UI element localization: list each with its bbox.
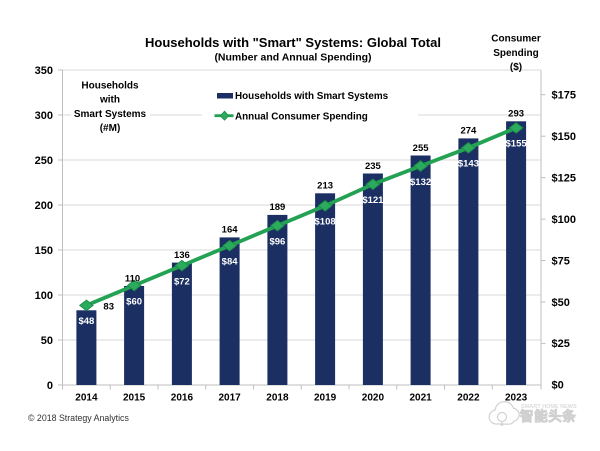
svg-text:$100: $100: [552, 214, 576, 226]
svg-text:$121: $121: [362, 195, 384, 206]
svg-text:300: 300: [35, 110, 53, 122]
svg-text:250: 250: [35, 155, 53, 167]
svg-text:© 2018 Strategy Analytics: © 2018 Strategy Analytics: [28, 413, 129, 423]
svg-text:$108: $108: [315, 217, 336, 228]
svg-text:2016: 2016: [171, 393, 194, 404]
svg-text:$175: $175: [552, 90, 576, 102]
svg-text:Annual Consumer Spending: Annual Consumer Spending: [235, 111, 368, 122]
svg-text:255: 255: [413, 143, 430, 154]
svg-text:$50: $50: [552, 297, 570, 309]
svg-text:$75: $75: [552, 255, 570, 267]
svg-text:2015: 2015: [123, 393, 146, 404]
svg-text:200: 200: [35, 200, 53, 212]
svg-text:293: 293: [508, 109, 524, 120]
svg-text:$132: $132: [410, 177, 431, 188]
svg-text:2014: 2014: [75, 393, 98, 404]
svg-text:164: 164: [222, 225, 239, 236]
svg-text:189: 189: [269, 202, 285, 213]
svg-text:136: 136: [174, 250, 190, 261]
svg-text:$48: $48: [78, 316, 94, 327]
svg-text:($): ($): [510, 62, 522, 73]
svg-text:83: 83: [103, 302, 114, 313]
svg-text:2019: 2019: [314, 393, 337, 404]
svg-text:0: 0: [47, 380, 53, 392]
svg-text:$84: $84: [222, 257, 239, 268]
svg-text:100: 100: [35, 290, 53, 302]
svg-text:2023: 2023: [505, 393, 528, 404]
svg-text:2021: 2021: [409, 393, 432, 404]
svg-text:$72: $72: [174, 276, 190, 287]
svg-text:$150: $150: [552, 131, 576, 143]
svg-text:Households: Households: [81, 81, 139, 92]
svg-text:235: 235: [365, 161, 382, 172]
svg-text:Consumer: Consumer: [491, 34, 541, 45]
svg-text:$155: $155: [506, 139, 528, 150]
svg-text:2022: 2022: [457, 393, 480, 404]
svg-text:150: 150: [35, 245, 53, 257]
svg-text:2017: 2017: [218, 393, 241, 404]
svg-text:智能头条: 智能头条: [520, 408, 576, 424]
svg-text:(#M): (#M): [100, 123, 121, 134]
svg-text:Smart Systems: Smart Systems: [74, 109, 147, 120]
svg-text:50: 50: [41, 335, 53, 347]
svg-text:2020: 2020: [362, 393, 385, 404]
svg-text:350: 350: [35, 65, 53, 77]
svg-text:SMART HOME NEWS: SMART HOME NEWS: [521, 404, 577, 410]
svg-text:213: 213: [317, 181, 333, 192]
svg-text:$25: $25: [552, 338, 570, 350]
svg-text:(Number and Annual Spending): (Number and Annual Spending): [214, 52, 371, 64]
svg-text:110: 110: [125, 273, 140, 284]
svg-text:2018: 2018: [266, 393, 289, 404]
svg-text:Households with "Smart" System: Households with "Smart" Systems: Global …: [145, 35, 441, 50]
svg-text:274: 274: [460, 126, 477, 137]
svg-text:$0: $0: [552, 380, 564, 392]
svg-text:$125: $125: [552, 172, 576, 184]
svg-text:$96: $96: [269, 237, 285, 248]
svg-text:Households with Smart Systems: Households with Smart Systems: [235, 91, 389, 102]
svg-text:$143: $143: [458, 159, 479, 170]
svg-text:$60: $60: [126, 296, 142, 307]
svg-text:with: with: [99, 94, 120, 105]
svg-text:Spending: Spending: [493, 48, 539, 59]
